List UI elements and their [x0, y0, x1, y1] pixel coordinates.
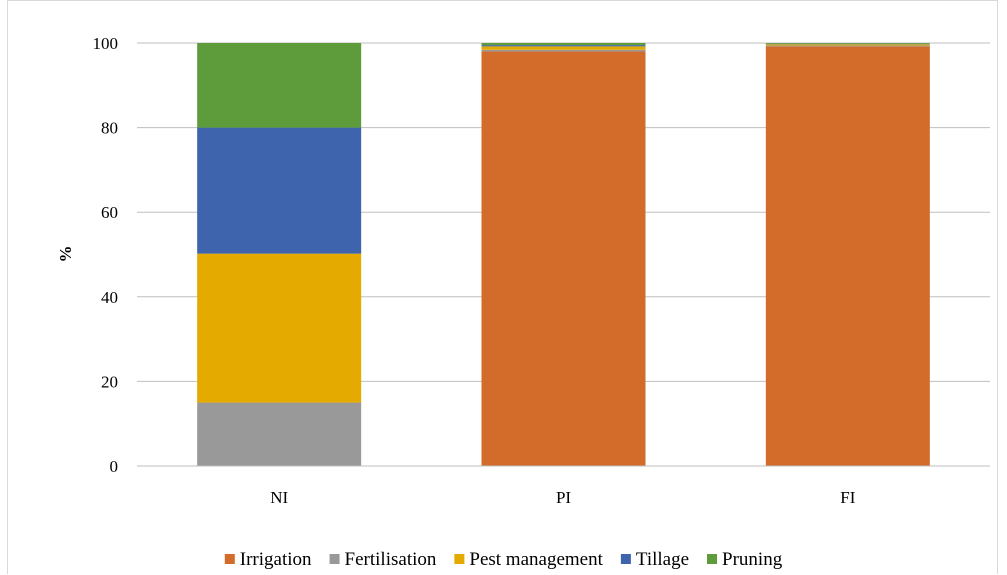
bar-segment-irrigation [766, 46, 930, 466]
legend-swatch-tillage [621, 554, 631, 564]
legend: Irrigation Fertilisation Pest management Ti… [225, 549, 783, 570]
bar-segment-pest-management [482, 46, 646, 49]
bar-segment-irrigation [482, 51, 646, 466]
bar-segment-fertilisation [197, 403, 361, 466]
y-tick-label: 0 [110, 457, 119, 476]
bars [197, 43, 930, 466]
bar-segment-fertilisation [766, 46, 930, 47]
chart-frame: 0 20 40 60 80 100 NI PI FI % Irrigation Fertilisa… [7, 0, 998, 574]
x-tick-label: FI [840, 488, 855, 507]
stacked-bar-chart: 0 20 40 60 80 100 NI PI FI % Irrigation Fertilisa… [8, 1, 999, 575]
legend-swatch-irrigation [225, 554, 235, 564]
bar-segment-pest-management [197, 254, 361, 403]
y-tick-label: 80 [101, 119, 118, 138]
bar-segment-pruning [482, 43, 646, 45]
legend-swatch-pest-management [454, 554, 464, 564]
bar-segment-tillage [482, 45, 646, 46]
x-tick-label: NI [270, 488, 288, 507]
legend-swatch-pruning [707, 554, 717, 564]
y-tick-label: 40 [101, 288, 118, 307]
x-tick-label: PI [556, 488, 571, 507]
bar-segment-pruning [197, 43, 361, 128]
legend-label: Irrigation [240, 549, 312, 570]
bar-segment-fertilisation [482, 50, 646, 52]
bar-segment-tillage [197, 128, 361, 254]
legend-label: Fertilisation [345, 549, 437, 570]
legend-label: Pruning [722, 549, 783, 570]
legend-swatch-fertilisation [330, 554, 340, 564]
y-tick-label: 60 [101, 203, 118, 222]
y-tick-label: 20 [101, 372, 118, 391]
y-tick-label: 100 [93, 34, 119, 53]
legend-label: Tillage [636, 549, 689, 570]
legend-label: Pest management [469, 549, 603, 570]
bar-segment-pruning [766, 43, 930, 44]
bar-segment-pest-management [766, 44, 930, 45]
y-axis-title: % [56, 246, 75, 263]
